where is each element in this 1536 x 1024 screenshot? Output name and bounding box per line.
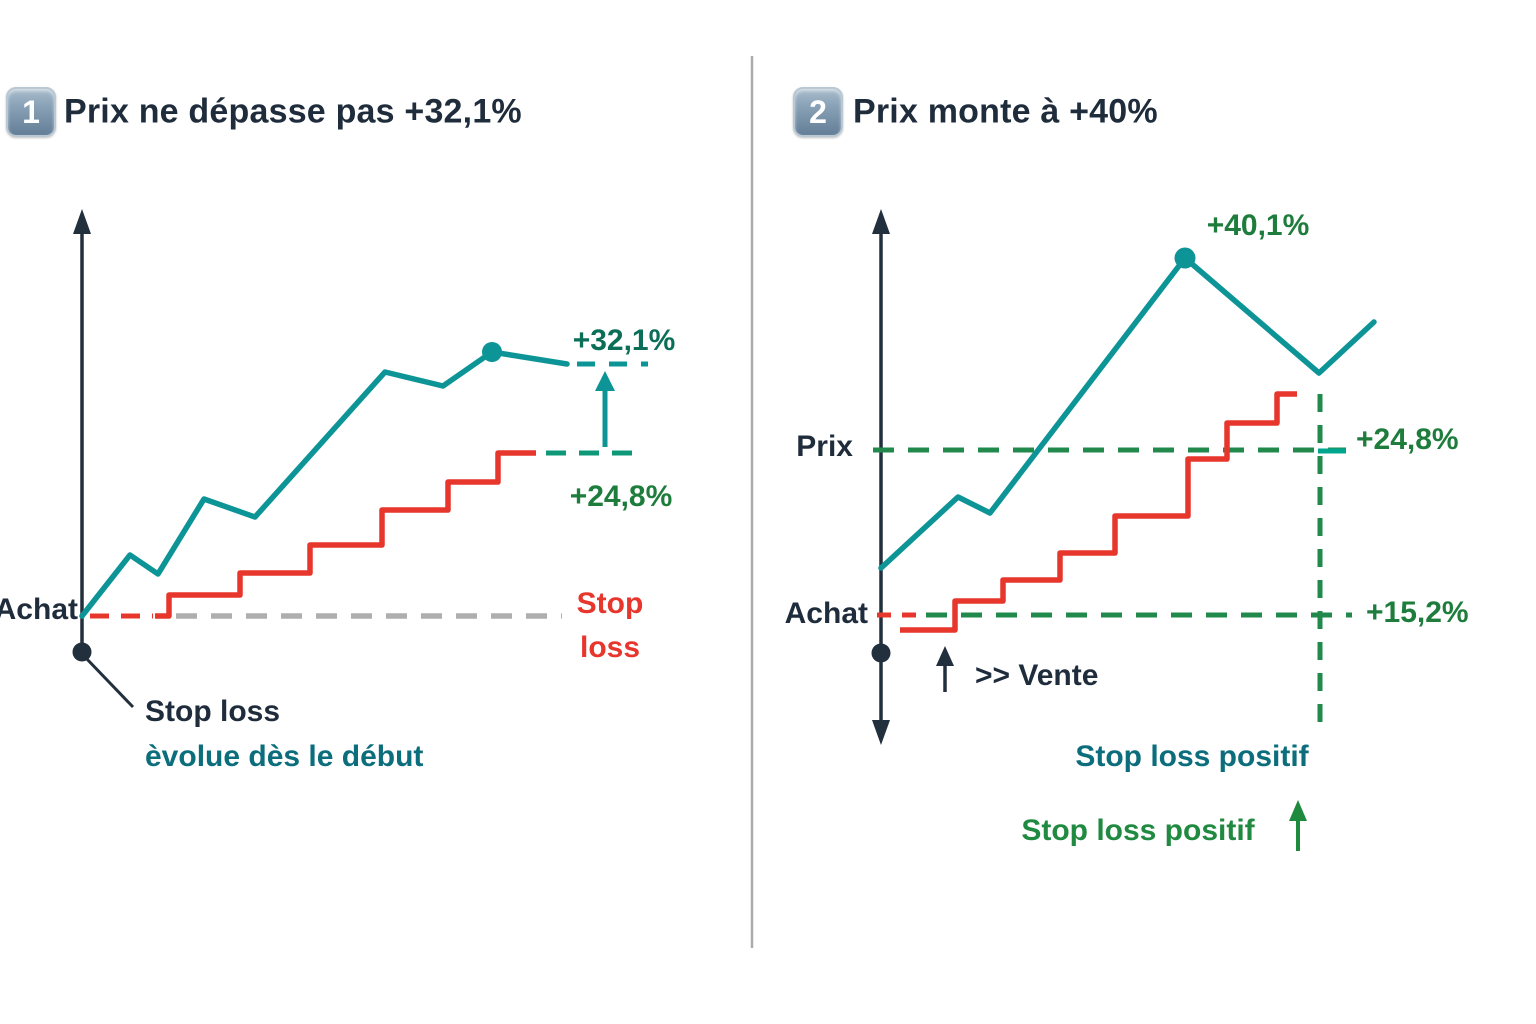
vente-arrow-up-icon xyxy=(936,646,954,666)
panel1-title: Prix ne dépasse pas +32,1% xyxy=(64,92,522,131)
left-axis-origin-dot xyxy=(72,642,92,662)
left-stoploss-staircase xyxy=(155,450,536,619)
right-price-line xyxy=(878,255,1377,571)
right-axis-arrow-down-icon xyxy=(872,720,890,745)
right-peak-dot xyxy=(1174,247,1196,269)
left-axis-arrow-up-icon xyxy=(73,209,91,234)
left-stoploss-label-line1: Stop xyxy=(576,587,644,620)
right-peak-label: +40,1% xyxy=(1206,209,1310,242)
left-annotation-leader-line xyxy=(82,654,135,709)
left-annotation-subtitle: èvolue dès le début xyxy=(145,740,424,773)
left-peak-dot xyxy=(482,342,502,362)
left-annotation-title: Stop loss xyxy=(145,695,281,728)
right-level-low-label: +15,2% xyxy=(1366,596,1469,629)
right-axis-dot xyxy=(871,643,891,663)
stoploss-positif-arrow-up-icon xyxy=(1289,800,1307,821)
left-peak-label: +32,1% xyxy=(572,324,676,357)
right-stoploss-positif-teal-label: Stop loss positif xyxy=(1075,740,1309,773)
right-stoploss-staircase xyxy=(900,391,1297,633)
right-achat-label: Achat xyxy=(784,597,868,630)
right-vente-label: >> Vente xyxy=(975,659,1099,692)
panel1-badge: 1 xyxy=(6,87,56,137)
left-trailing-stop-label: +24,8% xyxy=(569,480,673,513)
left-stoploss-label-line2: loss xyxy=(579,631,641,664)
left-gap-arrow-up-icon xyxy=(595,371,615,391)
right-prix-label: Prix xyxy=(796,430,853,463)
right-level-high-label: +24,8% xyxy=(1356,423,1459,456)
left-price-line xyxy=(79,349,570,619)
panel2-badge: 2 xyxy=(793,87,843,137)
left-achat-label: Achat xyxy=(0,593,78,626)
right-stoploss-positif-green-label: Stop loss positif xyxy=(1021,814,1255,847)
right-axis-arrow-up-icon xyxy=(872,209,890,234)
left-stoploss-label: Stop loss xyxy=(577,582,644,670)
panel2-title: Prix monte à +40% xyxy=(853,92,1158,131)
